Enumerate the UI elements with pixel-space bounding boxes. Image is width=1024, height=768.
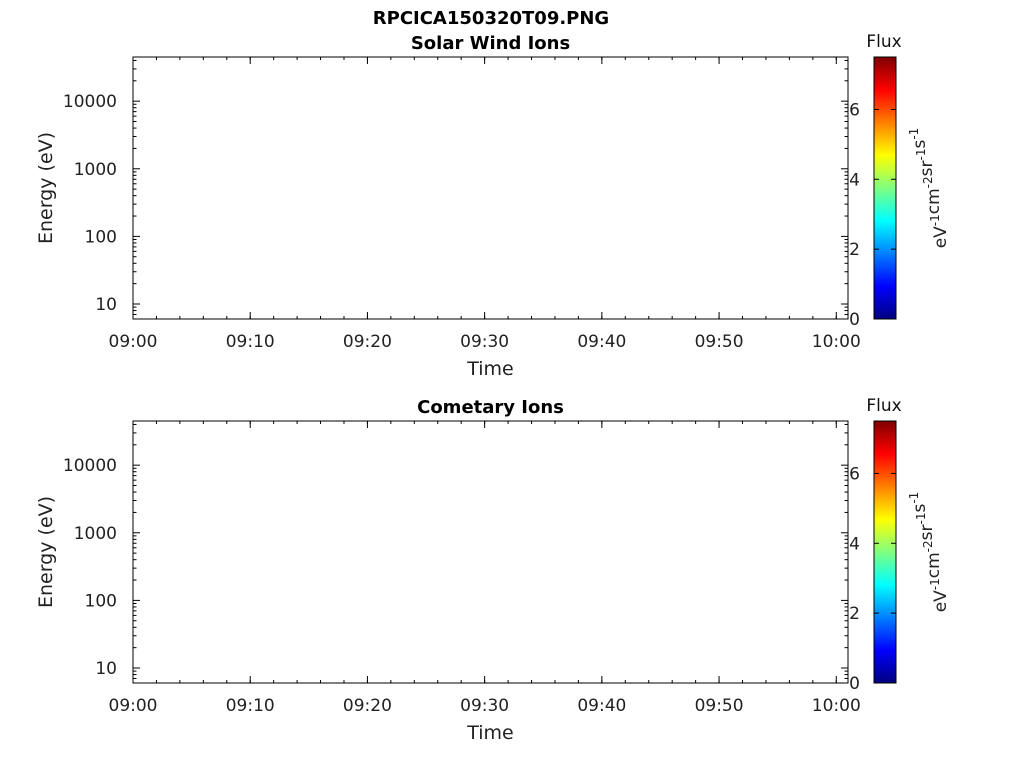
unit-exponent: -1 xyxy=(914,149,928,161)
colorbar-tick-label: 0 xyxy=(849,674,860,694)
y-tick-label: 100 xyxy=(85,591,117,611)
x-tick-label: 09:10 xyxy=(226,696,275,716)
panel-solar-wind-ions: Solar Wind Ions 09:00 09:10 09:20 09:30 09:40… xyxy=(35,32,951,380)
colorbar-unit-label: eV-1cm-2sr-1s-1 xyxy=(907,492,951,613)
colorbar-tick-label: 6 xyxy=(849,100,860,120)
plot-frame xyxy=(132,420,849,684)
x-tick-label: 09:20 xyxy=(343,332,392,352)
y-tick-label: 10 xyxy=(95,659,117,679)
y-tick-label: 10 xyxy=(95,295,117,315)
colorbar xyxy=(873,56,897,320)
x-axis-label: Time xyxy=(466,722,514,744)
unit-part: sr xyxy=(917,524,937,540)
unit-exponent: -1 xyxy=(907,492,921,504)
colorbar-tick-label: 0 xyxy=(849,310,860,330)
colorbar-tick-label: 6 xyxy=(849,464,860,484)
colorbar-tick-label: 4 xyxy=(849,170,860,190)
unit-part: eV xyxy=(931,590,951,612)
colorbar-tick-label: 2 xyxy=(849,604,860,624)
colorbar-title: Flux xyxy=(866,396,901,416)
colorbar-title: Flux xyxy=(866,32,901,52)
x-tick-label: 09:30 xyxy=(460,332,509,352)
colorbar-unit-label: eV-1cm-2sr-1s-1 xyxy=(907,128,951,249)
colorbar-tick-label: 4 xyxy=(849,534,860,554)
x-tick-label: 09:00 xyxy=(109,332,158,352)
y-tick-label: 100 xyxy=(85,227,117,247)
unit-exponent: -1 xyxy=(928,578,942,590)
unit-exponent: -1 xyxy=(914,513,928,525)
figure-title: RPCICA150320T09.PNG xyxy=(373,8,609,29)
unit-exponent: -1 xyxy=(928,214,942,226)
unit-part: s xyxy=(910,504,930,513)
y-tick-label: 1000 xyxy=(74,524,117,544)
unit-part: cm xyxy=(924,552,944,578)
x-tick-label: 10:00 xyxy=(812,696,861,716)
plot-frame xyxy=(132,56,849,320)
unit-part: s xyxy=(910,140,930,149)
y-tick-label: 10000 xyxy=(63,456,117,476)
x-tick-label: 09:50 xyxy=(695,332,744,352)
x-tick-label: 09:40 xyxy=(577,696,626,716)
unit-part: eV xyxy=(931,226,951,248)
x-tick-label: 09:40 xyxy=(577,332,626,352)
y-tick-label: 10000 xyxy=(63,92,117,112)
x-tick-label: 10:00 xyxy=(812,332,861,352)
x-tick-label: 09:30 xyxy=(460,696,509,716)
y-axis-label: Energy (eV) xyxy=(35,496,57,608)
x-tick-label: 09:50 xyxy=(695,696,744,716)
unit-exponent: -1 xyxy=(907,128,921,140)
x-axis-label: Time xyxy=(466,358,514,380)
panel-title: Solar Wind Ions xyxy=(411,33,570,54)
unit-part: cm xyxy=(924,188,944,214)
colorbar-tick-label: 2 xyxy=(849,240,860,260)
x-tick-label: 09:20 xyxy=(343,696,392,716)
y-tick-label: 1000 xyxy=(74,160,117,180)
panel-title: Cometary Ions xyxy=(417,397,564,418)
unit-exponent: -2 xyxy=(921,176,935,188)
y-axis-label: Energy (eV) xyxy=(35,132,57,244)
unit-exponent: -2 xyxy=(921,540,935,552)
x-tick-label: 09:10 xyxy=(226,332,275,352)
x-tick-label: 09:00 xyxy=(109,696,158,716)
colorbar xyxy=(873,420,897,684)
unit-part: sr xyxy=(917,160,937,176)
panel-cometary-ions: Cometary Ions 09:00 09:10 09:20 09:30 09:40 09… xyxy=(35,396,951,744)
